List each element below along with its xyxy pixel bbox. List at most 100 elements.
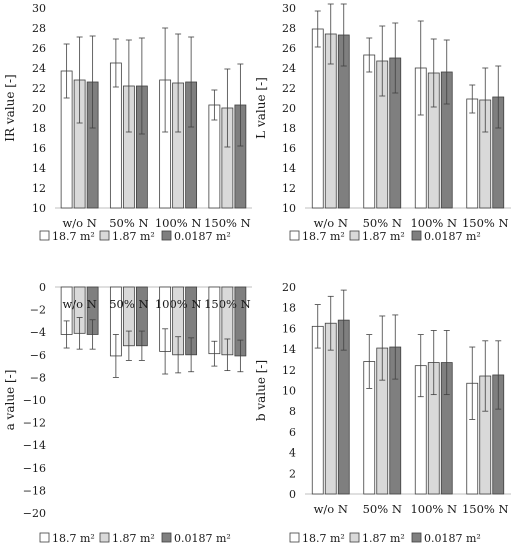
y-tick-label: 22 xyxy=(32,82,46,95)
legend-swatch xyxy=(289,532,300,543)
y-tick-label: 16 xyxy=(282,322,296,335)
legend-label: 18.7 m² xyxy=(52,532,95,545)
y-tick-label: 20 xyxy=(32,102,46,115)
b-chart: 0 2 4 6 8 10 12 14 16 18 20 b value [-] w/o N 50% N 10… xyxy=(254,281,511,545)
category-label: 50% N xyxy=(109,216,148,230)
category-label: w/o N xyxy=(314,216,348,230)
legend-label: 18.7 m² xyxy=(302,532,345,545)
y-tick-label: 0 xyxy=(289,488,296,501)
bar xyxy=(311,28,324,209)
y-tick-label: 4 xyxy=(289,447,296,460)
category-label: 50% N xyxy=(363,502,402,516)
y-tick-label: 10 xyxy=(32,202,46,215)
legend-swatch xyxy=(39,230,50,241)
category-label: 150% N xyxy=(204,216,251,230)
bar xyxy=(208,104,221,209)
ir-chart: 10 12 14 16 18 20 22 24 26 28 30 IR value [-] w/o N 5… xyxy=(3,2,252,243)
legend-label: 1.87 m² xyxy=(362,230,405,243)
y-tick-label: 10 xyxy=(282,385,296,398)
y-tick-label: 20 xyxy=(282,281,296,294)
y-tick-label: 30 xyxy=(282,2,296,15)
legend-label: 1.87 m² xyxy=(112,230,155,243)
y-tick-label: 8 xyxy=(289,405,296,418)
y-tick-label: 28 xyxy=(32,22,46,35)
legend-swatch xyxy=(289,230,300,241)
y-axis-label: IR value [-] xyxy=(3,74,17,141)
y-tick-label: 16 xyxy=(282,142,296,155)
legend-label: 0.0187 m² xyxy=(174,230,231,243)
category-label: 150% N xyxy=(462,216,509,230)
bar xyxy=(466,98,479,209)
category-label: 100% N xyxy=(410,216,457,230)
y-axis-label: a value [-] xyxy=(3,370,17,431)
category-label: w/o N xyxy=(62,216,96,230)
y-tick-label: 18 xyxy=(32,122,46,135)
y-tick-label: −14 xyxy=(23,439,46,452)
legend-swatch xyxy=(411,532,422,543)
category-label: 150% N xyxy=(204,297,251,311)
y-tick-label: 18 xyxy=(282,122,296,135)
y-tick-label: 12 xyxy=(282,182,296,195)
y-tick-label: −4 xyxy=(30,326,46,339)
category-label: 100% N xyxy=(155,297,202,311)
y-axis-label: L value [-] xyxy=(254,77,268,139)
legend-swatch xyxy=(161,532,172,543)
y-tick-label: 24 xyxy=(282,62,296,75)
a-chart: −20−18−16−14−12−10−8−6−4−20a value [-]w/… xyxy=(3,281,252,545)
y-tick-label: −12 xyxy=(23,417,46,430)
y-tick-label: 18 xyxy=(282,302,296,315)
y-tick-label: 20 xyxy=(282,102,296,115)
legend-swatch xyxy=(411,230,422,241)
y-tick-label: 6 xyxy=(289,426,296,439)
category-label: w/o N xyxy=(314,502,348,516)
l-chart: 10 12 14 16 18 20 22 24 26 28 30 L value [-] w/o N 50… xyxy=(254,2,511,243)
bar xyxy=(363,54,376,209)
legend: 18.7 m² 1.87 m² 0.0187 m² xyxy=(289,532,481,545)
y-tick-label: −6 xyxy=(30,349,46,362)
category-label: 100% N xyxy=(155,216,202,230)
y-tick-label: 12 xyxy=(32,182,46,195)
y-tick-label: 30 xyxy=(32,2,46,15)
y-tick-label: 26 xyxy=(32,42,46,55)
legend-swatch xyxy=(99,532,110,543)
legend-swatch xyxy=(39,532,50,543)
y-tick-label: 24 xyxy=(32,62,46,75)
legend: 18.7 m² 1.87 m² 0.0187 m² xyxy=(39,532,231,545)
legend-label: 1.87 m² xyxy=(362,532,405,545)
y-tick-label: 28 xyxy=(282,22,296,35)
legend-swatch xyxy=(161,230,172,241)
legend-swatch xyxy=(349,230,360,241)
y-tick-label: 10 xyxy=(282,202,296,215)
y-tick-label: 26 xyxy=(282,42,296,55)
legend-swatch xyxy=(349,532,360,543)
category-label: 100% N xyxy=(410,502,457,516)
legend: 18.7 m² 1.87 m² 0.0187 m² xyxy=(289,230,481,243)
legend-label: 18.7 m² xyxy=(302,230,345,243)
y-tick-label: −18 xyxy=(23,484,46,497)
y-tick-label: −2 xyxy=(30,304,46,317)
legend-label: 0.0187 m² xyxy=(424,230,481,243)
y-tick-label: −20 xyxy=(23,507,46,520)
y-tick-label: 14 xyxy=(282,343,296,356)
y-axis-label: b value [-] xyxy=(254,360,268,421)
y-tick-label: 16 xyxy=(32,142,46,155)
legend-label: 18.7 m² xyxy=(52,230,95,243)
legend-label: 0.0187 m² xyxy=(174,532,231,545)
category-label: 50% N xyxy=(363,216,402,230)
category-label: w/o N xyxy=(62,297,96,311)
legend-label: 0.0187 m² xyxy=(424,532,481,545)
y-tick-label: −16 xyxy=(23,462,46,475)
legend-label: 1.87 m² xyxy=(112,532,155,545)
legend: 18.7 m² 1.87 m² 0.0187 m² xyxy=(39,230,231,243)
y-tick-label: 14 xyxy=(32,162,46,175)
y-tick-label: 0 xyxy=(39,281,46,294)
legend-swatch xyxy=(99,230,110,241)
category-label: 150% N xyxy=(462,502,509,516)
y-tick-label: −10 xyxy=(23,394,46,407)
category-label: 50% N xyxy=(109,297,148,311)
y-tick-label: 14 xyxy=(282,162,296,175)
y-tick-label: −8 xyxy=(30,371,46,384)
bar xyxy=(311,325,324,495)
y-tick-label: 2 xyxy=(289,467,296,480)
